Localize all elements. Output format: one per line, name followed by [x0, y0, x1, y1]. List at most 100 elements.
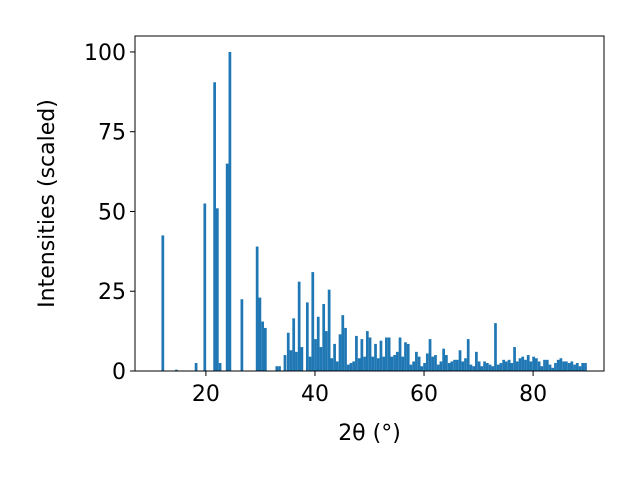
bar [570, 361, 574, 371]
bar [507, 359, 511, 371]
x-axis-ticks: 20 40 60 80 [192, 371, 547, 407]
plot-frame [134, 35, 605, 372]
bar [194, 363, 198, 371]
bar [363, 356, 366, 371]
bar [521, 356, 525, 371]
bar [477, 361, 481, 371]
bar [554, 363, 557, 371]
bar [278, 366, 281, 371]
bar [475, 351, 478, 371]
bar [297, 281, 301, 371]
bar [483, 361, 486, 371]
bar [360, 339, 364, 371]
bar [469, 364, 473, 371]
x-axis-label: 2θ (°) [338, 421, 401, 446]
bar [415, 351, 418, 371]
bar [382, 356, 386, 371]
bar [203, 203, 207, 371]
bar [461, 361, 465, 371]
bar [499, 363, 503, 371]
bar [442, 348, 446, 371]
bar [556, 359, 560, 371]
bar [308, 356, 312, 371]
bar [398, 337, 402, 371]
x-tick-label: 80 [519, 382, 547, 407]
bar [300, 347, 304, 371]
bar [567, 363, 571, 371]
bar [338, 334, 342, 371]
bar [292, 318, 296, 371]
bar [464, 358, 467, 371]
bar [480, 366, 484, 371]
bar [578, 366, 582, 371]
bar [289, 350, 293, 371]
bar [215, 208, 219, 371]
bar [225, 163, 229, 371]
x-tick-label: 60 [410, 382, 438, 407]
y-tick-label: 0 [112, 360, 126, 385]
bar [513, 347, 516, 371]
bar [305, 302, 309, 371]
bar [453, 359, 456, 371]
bar [218, 363, 222, 371]
bar [551, 367, 555, 371]
bar [445, 355, 448, 371]
bar [401, 356, 405, 371]
bar [532, 356, 536, 371]
bar [319, 347, 323, 371]
bar [368, 337, 372, 371]
bar [510, 363, 514, 371]
bar [341, 315, 345, 371]
bar [258, 297, 262, 371]
bar [439, 361, 443, 371]
bar [316, 316, 320, 371]
bar [515, 361, 519, 371]
bar [387, 337, 391, 371]
bar [357, 358, 361, 371]
y-axis-ticks: 0 25 50 75 100 [84, 41, 135, 385]
bar [263, 327, 267, 371]
bar [488, 364, 492, 371]
y-tick-label: 100 [84, 41, 126, 66]
bar [327, 289, 331, 371]
bar [275, 366, 279, 371]
bar [428, 339, 432, 371]
bar [543, 359, 546, 371]
y-tick-label: 50 [98, 200, 126, 225]
bar [390, 356, 394, 371]
bar [524, 359, 527, 371]
bar [447, 363, 451, 371]
bar [581, 363, 585, 371]
bar [455, 359, 459, 371]
bar [322, 304, 326, 371]
x-tick-label: 40 [301, 382, 329, 407]
bar [584, 363, 587, 371]
bar [559, 358, 563, 371]
bar [472, 366, 476, 371]
bar [496, 364, 500, 371]
bar [417, 356, 421, 371]
bar [311, 272, 315, 371]
bars-group [161, 51, 587, 371]
y-tick-label: 75 [98, 121, 126, 146]
bar [494, 323, 497, 371]
bar [425, 353, 429, 371]
bar [395, 351, 399, 371]
bar [213, 82, 216, 371]
x-tick-label: 20 [192, 382, 220, 407]
bar [371, 356, 375, 371]
bar [466, 339, 470, 371]
bar [385, 337, 388, 371]
bar [537, 361, 541, 371]
bar [349, 363, 353, 371]
bar [175, 369, 178, 371]
bar [491, 366, 495, 371]
bar [434, 355, 437, 371]
bar [374, 343, 377, 371]
y-tick-label: 25 [98, 280, 126, 305]
bar [352, 361, 356, 371]
bar [330, 358, 334, 371]
bar [286, 332, 290, 371]
bar [333, 343, 336, 371]
bar [502, 359, 506, 371]
